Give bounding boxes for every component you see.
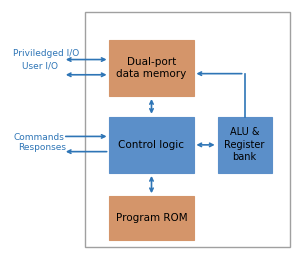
Text: Responses: Responses xyxy=(18,143,66,153)
Text: Priviledged I/O: Priviledged I/O xyxy=(13,49,80,59)
Text: Dual-port
data memory: Dual-port data memory xyxy=(116,57,187,79)
Text: Control logic: Control logic xyxy=(118,140,185,150)
FancyBboxPatch shape xyxy=(218,117,271,173)
Text: User I/O: User I/O xyxy=(22,61,58,70)
FancyBboxPatch shape xyxy=(109,196,194,240)
Text: Program ROM: Program ROM xyxy=(116,213,187,223)
Text: ALU &
Register
bank: ALU & Register bank xyxy=(225,127,265,162)
Text: Commands: Commands xyxy=(13,133,64,142)
FancyBboxPatch shape xyxy=(109,117,194,173)
FancyBboxPatch shape xyxy=(109,40,194,96)
